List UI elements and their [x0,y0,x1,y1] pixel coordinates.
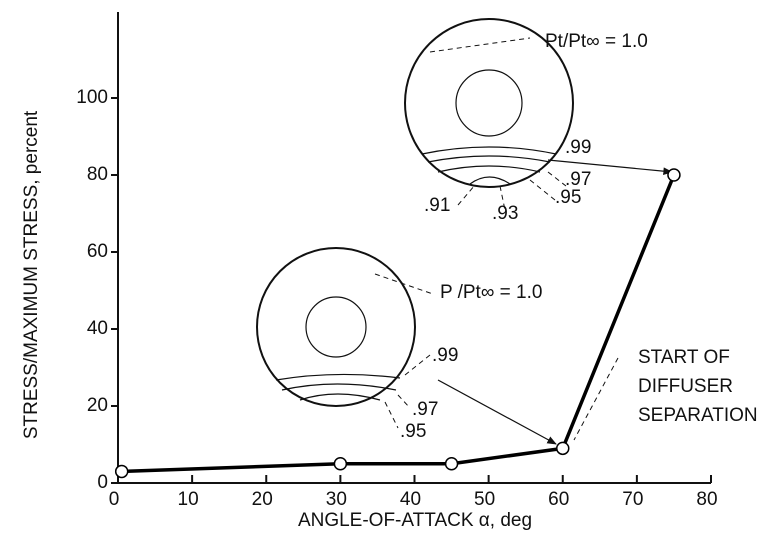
leader [458,185,475,205]
annotation: START OF [638,347,730,368]
contour-label: .91 [424,195,450,216]
y-tick-label: 80 [87,164,108,185]
marker [116,465,128,477]
inner-circle [456,70,522,136]
contour-label: .99 [432,345,458,366]
contour [276,374,400,380]
contour-label: .99 [565,137,591,158]
marker [668,169,680,181]
arrow [438,380,556,444]
x-tick-label: 10 [178,489,199,510]
x-tick-label: 20 [252,489,273,510]
upper-inset: Pt/Pt∞ = 1.0 .99 .97 .95 .93 .91 [405,19,672,224]
annotation: DIFFUSER [638,376,733,397]
x-tick-label: 0 [109,489,120,510]
marker [557,442,569,454]
y-tick-label: 40 [87,318,108,339]
y-tick-label: 60 [87,241,108,262]
x-tick-label: 80 [696,489,717,510]
contour-label: .95 [400,421,426,442]
x-tick-label: 60 [548,489,569,510]
y-tick-label: 100 [76,87,108,108]
marker [334,458,346,470]
contour [470,177,510,184]
inset-label: Pt/Pt∞ = 1.0 [545,31,648,52]
leader [530,180,555,200]
chart: Pt/Pt∞ = 1.0 .99 .97 .95 .93 .91 P /Pt∞ … [0,0,772,543]
inset-label: P /Pt∞ = 1.0 [440,282,542,303]
lower-inset: P /Pt∞ = 1.0 .99 .97 .95 [257,248,556,444]
marker [446,458,458,470]
y-tick-label: 20 [87,395,108,416]
x-tick-label: 70 [622,489,643,510]
leader [548,172,566,186]
contour-label: .93 [492,203,518,224]
contour [438,166,540,172]
contour [428,156,550,162]
leader [385,402,398,428]
annotation: SEPARATION [638,405,758,426]
contour-label: .97 [412,399,438,420]
x-tick-label: 30 [326,489,347,510]
contour [422,147,556,154]
outer-circle [257,248,415,406]
leader [398,395,410,408]
x-axis-label: ANGLE-OF-ATTACK α, deg [298,510,532,531]
x-tick-label: 40 [400,489,421,510]
leader [375,274,433,294]
y-axis-label: STRESS/MAXIMUM STRESS, percent [21,110,42,439]
x-tick-label: 50 [474,489,495,510]
inner-circle [306,297,366,357]
y-tick-label: 0 [97,472,108,493]
contour-label: .95 [555,187,581,208]
leader [430,38,530,52]
contour [282,384,396,390]
